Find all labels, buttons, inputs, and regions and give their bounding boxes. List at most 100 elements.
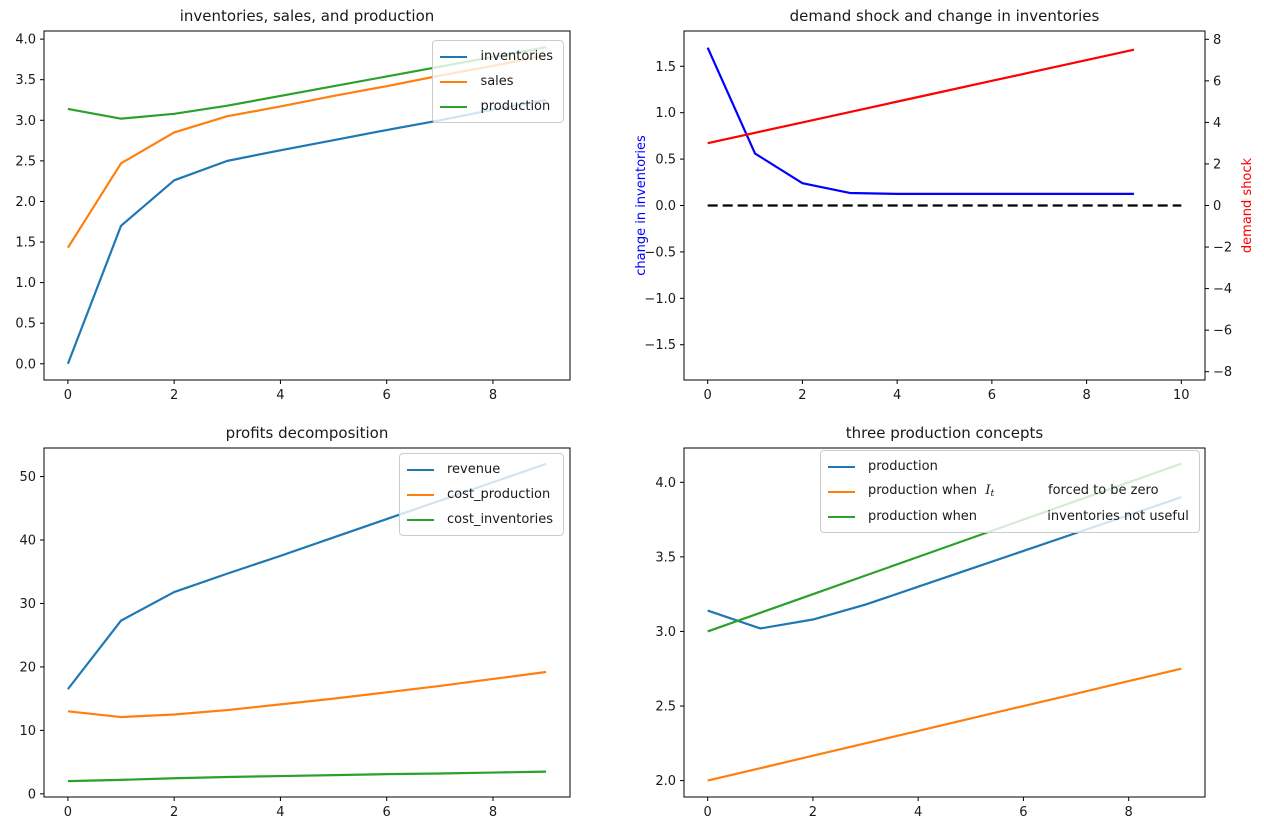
- y-tick-label: 0.0: [15, 357, 36, 372]
- y-tick-right-label: 2: [1213, 157, 1221, 172]
- x-tick-label: 8: [489, 805, 497, 820]
- y-axis-label-left: change in inventories: [634, 135, 649, 276]
- legend-line-sample: [828, 490, 855, 493]
- series-line-cost-inventories: [67, 770, 547, 783]
- legend-item-label: cost_production: [446, 487, 551, 502]
- panel-profits-decomposition: 0 2 4 6 8 0 10 20 30 40 50 profits decomposition r…: [0, 417, 632, 834]
- y-tick-label: 4.0: [15, 33, 36, 48]
- legend-item-2: cost_production: [406, 482, 553, 507]
- legend-item-label: cost_inventories: [446, 512, 553, 527]
- axes-spines: [43, 30, 571, 381]
- x-tick-label: 6: [1019, 805, 1027, 820]
- y-tick-label: 1.0: [655, 106, 676, 121]
- legend-three-production-concepts: production production when It forced to b…: [820, 450, 1200, 533]
- panel-three-production-concepts: 0 2 4 6 8 2.0 2.5 3.0 3.5 4.0 three production co…: [632, 417, 1264, 834]
- chart-title-inventories-sales-production: inventories, sales, and production: [179, 7, 435, 25]
- y-tick-right-label: −6: [1213, 324, 1232, 339]
- x-tick-label: 6: [383, 805, 391, 820]
- x-tick-label: 4: [276, 805, 284, 820]
- x-tick-label: 8: [1125, 805, 1133, 820]
- y-tick-label: 50: [19, 470, 36, 485]
- legend-item-label: revenue: [446, 462, 501, 477]
- y-tick-right-label: 4: [1213, 116, 1221, 131]
- legend-item-label: production when It forced to be zero: [868, 483, 1159, 500]
- y-tick-label: −1.0: [644, 292, 676, 307]
- y-tick-right-label: 6: [1213, 74, 1221, 89]
- y-tick-label: 3.0: [15, 114, 36, 129]
- legend-profits-decomposition: revenue cost_production cost_inventories: [398, 453, 564, 536]
- series-line-production-when-it-zero: [707, 667, 1182, 782]
- legend-item-label: production: [480, 99, 551, 114]
- series-line-demand-shock: [707, 48, 1135, 145]
- y-tick-label: 1.5: [15, 236, 36, 251]
- legend-item-1: production: [828, 454, 1189, 479]
- axes-spines: [43, 447, 571, 798]
- x-tick-label: 10: [1173, 388, 1190, 403]
- x-tick-label: 6: [988, 388, 996, 403]
- legend-item-3: production: [440, 94, 553, 119]
- chart-title-profits-decomposition: profits decomposition: [225, 424, 389, 442]
- legend-line-sample: [406, 468, 434, 471]
- legend-item-3: production when inventories not useful: [828, 504, 1189, 529]
- y-tick-label: 3.5: [15, 73, 36, 88]
- axes-spines: [683, 447, 1206, 798]
- legend-item-1: revenue: [406, 457, 553, 482]
- legend-line-sample: [440, 105, 468, 108]
- legend-item-label: inventories: [480, 49, 553, 64]
- plot-demand-shock-change-in-inventories: 0 2 4 6 8 10 −1.5 −1.0 −0.5 0.0 0.5 1.0 1.5 −8 −6 −4 −2 0…: [634, 30, 1255, 403]
- x-tick-label: 8: [489, 388, 497, 403]
- x-tick-label: 0: [64, 388, 72, 403]
- x-tick-label: 8: [1082, 388, 1090, 403]
- panel-inventories-sales-production: 0 2 4 6 8 0.0 0.5 1.0 1.5 2.0 2.5 3.0 3.5 4.0 invento…: [0, 0, 632, 417]
- x-tick-label: 4: [914, 805, 922, 820]
- x-tick-label: 6: [383, 388, 391, 403]
- y-tick-right-label: 8: [1213, 33, 1221, 48]
- legend-item-1: inventories: [440, 44, 553, 69]
- legend-item-3: cost_inventories: [406, 507, 553, 532]
- y-axis-label-right: demand shock: [1240, 157, 1255, 253]
- series-line-change-in-inventories: [706, 47, 1134, 195]
- y-tick-label: 1.0: [15, 276, 36, 291]
- y-tick-label: 2.5: [655, 700, 676, 715]
- y-tick-label: 3.5: [655, 550, 676, 565]
- legend-item-label: production when inventories not useful: [868, 509, 1189, 524]
- y-tick-label: 0.5: [655, 153, 676, 168]
- x-tick-label: 2: [798, 388, 806, 403]
- y-tick-label: 1.5: [655, 60, 676, 75]
- y-tick-label: 0: [28, 787, 36, 802]
- y-tick-label: 3.0: [655, 625, 676, 640]
- legend-item-2: sales: [440, 69, 553, 94]
- legend-line-sample: [828, 515, 855, 518]
- y-tick-right-label: 0: [1213, 199, 1221, 214]
- x-tick-label: 2: [170, 388, 178, 403]
- y-tick-right-label: −8: [1213, 365, 1232, 380]
- legend-line-sample: [440, 80, 468, 83]
- x-tick-label: 4: [276, 388, 284, 403]
- y-tick-label: 0.5: [15, 317, 36, 332]
- chart-title-demand-shock-change-in-inventories: demand shock and change in inventories: [789, 7, 1100, 25]
- y-tick-label: 4.0: [655, 476, 676, 491]
- x-tick-label: 0: [64, 805, 72, 820]
- legend-line-sample: [406, 518, 434, 521]
- y-tick-label: 30: [19, 597, 36, 612]
- legend-item-2: production when It forced to be zero: [828, 479, 1189, 504]
- y-tick-label: 2.0: [15, 195, 36, 210]
- legend-line-sample: [406, 493, 434, 496]
- chart-title-three-production-concepts: three production concepts: [845, 424, 1044, 442]
- series-line-cost-production: [67, 670, 547, 719]
- x-tick-label: 0: [704, 388, 712, 403]
- y-tick-label: 0.0: [655, 199, 676, 214]
- panel-demand-shock-change-in-inventories: 0 2 4 6 8 10 −1.5 −1.0 −0.5 0.0 0.5 1.0 1.5 −8 −6 −4 −2 0…: [632, 0, 1264, 417]
- y-tick-right-label: −4: [1213, 282, 1232, 297]
- legend-line-sample: [440, 55, 468, 58]
- y-tick-label: 40: [19, 534, 36, 549]
- y-tick-label: −1.5: [644, 338, 676, 353]
- series-line-inventories: [66, 98, 547, 365]
- y-tick-label: 10: [19, 724, 36, 739]
- y-tick-label: 2.5: [15, 154, 36, 169]
- legend-inventories-sales-production: inventories sales production: [432, 40, 564, 123]
- legend-item-label: sales: [480, 74, 514, 89]
- y-tick-label: 2.0: [655, 774, 676, 789]
- y-tick-label: −0.5: [644, 245, 676, 260]
